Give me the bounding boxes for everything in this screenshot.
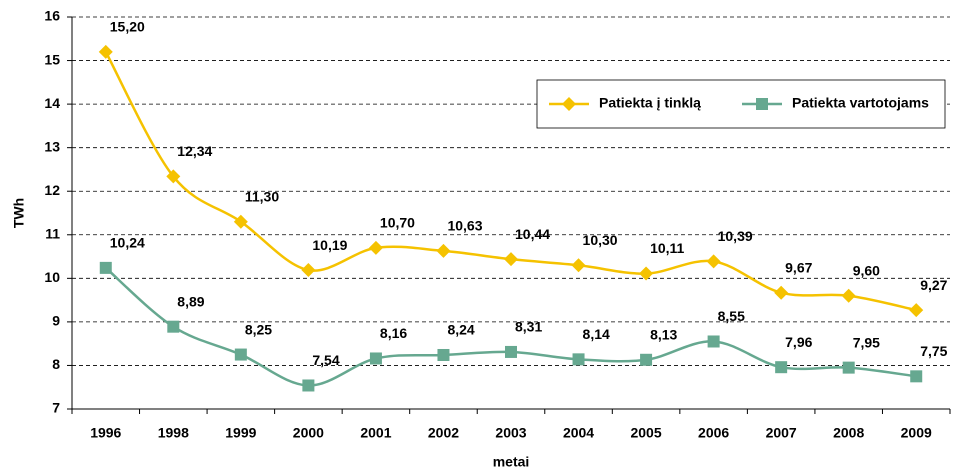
data-label: 7,75: [920, 343, 947, 359]
x-tick-label: 2001: [360, 425, 391, 441]
data-point: [909, 303, 924, 318]
data-label: 8,31: [515, 319, 542, 335]
data-label: 8,25: [245, 321, 272, 337]
y-tick-label: 13: [44, 138, 60, 154]
data-point: [98, 44, 113, 59]
y-tick-label: 14: [44, 95, 60, 111]
x-tick-label: 2008: [833, 425, 864, 441]
data-point: [233, 214, 248, 229]
data-label: 9,27: [920, 277, 947, 293]
data-point: [640, 353, 653, 366]
y-tick-label: 16: [44, 8, 60, 24]
y-tick-label: 11: [45, 225, 60, 241]
data-label: 7,95: [853, 334, 880, 350]
data-point: [707, 335, 720, 348]
data-point: [436, 243, 451, 258]
data-label: 10,39: [718, 228, 753, 244]
data-label: 10,24: [110, 235, 145, 251]
data-label: 8,16: [380, 325, 407, 341]
data-label: 8,24: [447, 322, 474, 338]
data-label: 10,11: [650, 240, 684, 256]
data-label: 10,63: [447, 218, 482, 234]
data-point: [706, 254, 721, 269]
y-tick-label: 15: [44, 51, 60, 67]
x-tick-label: 1999: [225, 425, 256, 441]
data-point: [369, 352, 382, 365]
data-label: 8,89: [177, 293, 204, 309]
data-label: 9,60: [853, 262, 880, 278]
x-tick-label: 2007: [766, 425, 797, 441]
legend-marker: [756, 98, 768, 110]
legend-box: [536, 79, 946, 129]
data-label: 10,30: [583, 232, 618, 248]
data-label: 8,14: [583, 326, 610, 342]
y-tick-label: 8: [52, 356, 60, 372]
x-tick-label: 2006: [698, 425, 729, 441]
y-tick-label: 9: [52, 313, 60, 329]
data-point: [99, 261, 112, 274]
data-point: [775, 361, 788, 374]
legend-label: Patiekta vartotojams: [792, 95, 929, 111]
x-tick-label: 2003: [495, 425, 526, 441]
y-axis-label: TWh: [11, 198, 27, 228]
y-tick-label: 7: [52, 400, 60, 416]
data-label: 8,55: [718, 308, 745, 324]
y-tick-label: 12: [44, 182, 60, 198]
data-label: 7,96: [785, 334, 812, 350]
data-label: 10,19: [312, 237, 347, 253]
x-tick-label: 1996: [90, 425, 121, 441]
data-point: [505, 345, 517, 358]
data-label: 12,34: [177, 143, 212, 159]
data-point: [572, 353, 585, 366]
x-tick-label: 1998: [158, 425, 189, 441]
data-label: 7,54: [312, 352, 339, 368]
data-point: [774, 285, 789, 300]
data-point: [437, 348, 450, 361]
data-point: [301, 263, 316, 278]
x-axis-label: metai: [493, 454, 530, 470]
x-tick-label: 2009: [901, 425, 932, 441]
data-point: [842, 361, 855, 374]
data-point: [910, 370, 923, 383]
legend-marker: [562, 97, 576, 111]
data-point: [302, 379, 315, 392]
data-point: [571, 258, 586, 273]
data-point: [841, 288, 856, 303]
x-tick-label: 2002: [428, 425, 459, 441]
data-label: 11,30: [245, 188, 279, 204]
data-point: [368, 240, 383, 255]
data-label: 10,70: [380, 215, 415, 231]
x-tick-label: 2000: [293, 425, 324, 441]
data-label: 8,13: [650, 326, 677, 342]
series-line: [104, 266, 917, 387]
data-label: 9,67: [785, 259, 812, 275]
x-tick-label: 2005: [630, 425, 661, 441]
data-point: [166, 169, 181, 184]
data-point: [504, 252, 518, 267]
x-tick-label: 2004: [563, 425, 594, 441]
data-point: [167, 320, 180, 333]
y-tick-label: 10: [44, 269, 60, 285]
data-label: 15,20: [110, 19, 145, 35]
data-point: [639, 266, 654, 281]
data-point: [234, 348, 247, 361]
data-label: 10,44: [515, 226, 550, 242]
legend-label: Patiekta į tinklą: [599, 95, 701, 111]
